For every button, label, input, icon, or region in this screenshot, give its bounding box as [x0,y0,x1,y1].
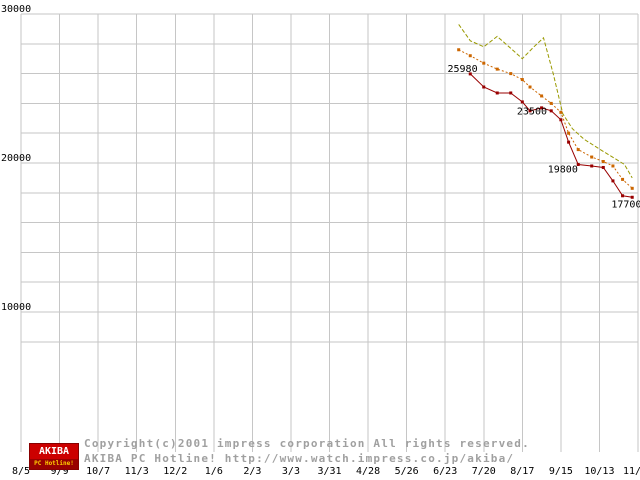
x-tick-label: 9/15 [549,466,573,477]
series-marker [520,100,524,104]
x-tick-label: 1/6 [205,466,223,477]
series-marker [495,91,499,95]
series-marker [495,67,499,71]
series-marker [482,85,486,89]
site-credit-text: AKIBA PC Hotline! http://www.watch.impre… [84,452,515,465]
series-marker [540,94,544,98]
series-marker [509,72,513,76]
x-tick-label: 12/2 [163,466,187,477]
x-tick-label: 3/3 [282,466,300,477]
price-annotation: 17700 [611,200,640,211]
series-marker [520,78,524,82]
x-tick-label: 10/13 [584,466,614,477]
series-mid-price-orange [458,49,633,189]
x-tick-label: 2/3 [243,466,261,477]
y-tick-label: 30000 [1,4,31,15]
series-marker [468,72,472,76]
series-marker [590,155,594,159]
series-marker [590,164,594,168]
x-tick-label: 8/5 [12,466,30,477]
series-marker [540,106,544,110]
x-tick-label: 11/10 [623,466,640,477]
series-high-price-olive [458,24,633,179]
series-marker [528,85,532,89]
series-marker [457,48,461,52]
x-tick-label: 5/26 [395,466,419,477]
series-marker [549,109,553,113]
series-marker [611,179,615,183]
y-tick-label: 10000 [1,302,31,313]
series-marker [601,165,605,169]
price-annotation: 23500 [517,107,547,118]
y-tick-label: 20000 [1,153,31,164]
series-low-price-red [469,73,633,198]
x-tick-label: 8/17 [510,466,534,477]
x-tick-label: 6/23 [433,466,457,477]
series-marker [621,194,625,198]
price-annotation: 25980 [447,64,477,75]
x-tick-label: 4/28 [356,466,380,477]
series-marker [482,61,486,65]
x-tick-label: 9/9 [51,466,69,477]
series-marker [549,101,553,105]
series-marker [611,164,615,168]
x-tick-label: 11/3 [125,466,149,477]
akiba-pc-hotline-logo: AKIBA PC Hotline! [29,443,79,470]
x-tick-label: 7/20 [472,466,496,477]
series-marker [559,118,563,122]
copyright-text: Copyright(c)2001 impress corporation All… [84,437,530,450]
series-marker [576,162,580,166]
series-marker [601,160,605,164]
series-marker [468,54,472,58]
logo-top-text: AKIBA [30,444,78,459]
series-marker [559,110,563,114]
price-annotation: 19800 [548,165,578,176]
series-marker [567,140,571,144]
series-marker [528,109,532,113]
series-marker [630,195,634,199]
series-marker [509,91,513,95]
x-tick-label: 10/7 [86,466,110,477]
logo-bottom-text: PC Hotline! [30,459,78,469]
series-marker [630,186,634,190]
series-marker [567,131,571,135]
series-marker [576,148,580,152]
series-marker [621,177,625,181]
x-tick-label: 3/31 [317,466,341,477]
